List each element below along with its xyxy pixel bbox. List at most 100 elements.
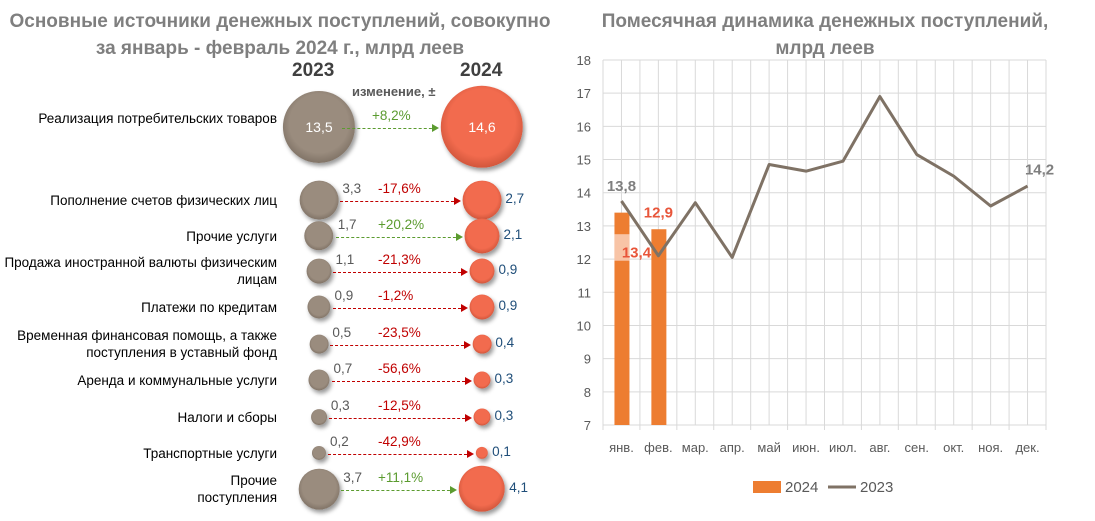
bubble-2024 <box>469 294 495 320</box>
row-label: Пополнение счетов физических лиц <box>50 192 277 208</box>
bubble-2024 <box>464 218 500 254</box>
line-2023 <box>620 95 1029 259</box>
bubble-2024 <box>458 465 506 513</box>
value-2024: 0,9 <box>498 262 518 277</box>
bubble-2024 <box>473 371 491 389</box>
change-arrow <box>340 197 461 205</box>
bubble-2024 <box>440 85 524 169</box>
row-label: Налоги и сборы <box>177 409 277 425</box>
bubble-2023 <box>308 369 330 391</box>
x-tick-label: май <box>757 440 780 455</box>
y-tick-label: 10 <box>577 318 591 333</box>
title-line2: за январь - февраль 2024 г., млрд леев <box>95 38 465 59</box>
change-value: -23,5% <box>378 325 421 340</box>
title-line1: Основные источники денежных поступлений,… <box>9 11 551 32</box>
row-label: Прочие поступления <box>197 473 277 505</box>
row-label: Транспортные услуги <box>143 445 277 461</box>
bar-label-feb: 12,9 <box>644 205 673 222</box>
change-value: +11,1% <box>378 470 424 485</box>
value-2023: 0,3 <box>330 398 350 413</box>
change-value: -42,9% <box>378 434 421 449</box>
y-tick-label: 17 <box>577 86 591 101</box>
value-2023: 0,7 <box>333 361 353 376</box>
x-tick-label: июл. <box>829 440 857 455</box>
change-arrow <box>335 233 463 241</box>
monthly-chart: 7 8 9 10 11 12 13 14 15 16 17 18 янв. фев. мар. апр. май… <box>577 53 1055 496</box>
change-value: -1,2% <box>378 288 414 303</box>
value-2023: 3,3 <box>342 181 362 196</box>
bubble-2023 <box>299 180 339 220</box>
x-tick-label: ноя. <box>978 440 1003 455</box>
bubble-2023 <box>309 334 329 354</box>
y-tick-label: 16 <box>577 119 591 134</box>
value-2024: 0,4 <box>495 335 515 350</box>
row-label: Реализация потребительских товаров <box>38 111 277 126</box>
bar-2024 <box>614 212 630 425</box>
x-tick-label: янв. <box>609 440 634 455</box>
change-arrow <box>333 268 468 276</box>
legend-2023-label: 2023 <box>860 479 893 496</box>
bubble-2023 <box>311 445 327 461</box>
change-value: -12,5% <box>378 398 421 413</box>
change-arrow <box>332 304 468 312</box>
bubble-2024 <box>462 180 502 220</box>
bubble-2024 <box>472 334 492 354</box>
value-2024: 0,3 <box>494 408 514 423</box>
change-arrow <box>330 341 471 349</box>
x-tick-label: мар. <box>682 440 709 455</box>
change-value: -21,3% <box>378 252 421 267</box>
change-arrow <box>328 450 474 458</box>
y-tick-label: 18 <box>577 53 591 68</box>
legend-2024-label: 2024 <box>785 479 818 496</box>
value-2023: 1,7 <box>337 217 357 232</box>
value-2023: 13,5 <box>305 119 333 135</box>
value-2023: 1,1 <box>335 252 355 267</box>
bubble-2023 <box>307 295 331 319</box>
y-tick-label: 9 <box>584 352 591 367</box>
y-tick-label: 14 <box>577 186 591 201</box>
x-tick-label: апр. <box>720 440 745 455</box>
change-arrow <box>342 124 439 132</box>
right-chart-title: Помесячная динамика денежных поступлений… <box>601 11 1049 59</box>
x-tick-label: сен. <box>905 440 930 455</box>
row-label: Аренда и коммунальные услуги <box>77 372 277 388</box>
row-label: Временная финансовая помощь, а также пос… <box>17 328 277 360</box>
y-tick-label: 12 <box>577 252 591 267</box>
y-tick-label: 7 <box>584 418 591 433</box>
value-2024: 0,3 <box>494 371 514 386</box>
value-2023: 0,2 <box>330 434 349 449</box>
bubble-2024 <box>475 446 489 460</box>
value-2024: 0,1 <box>492 444 511 459</box>
value-2023: 3,7 <box>343 470 363 485</box>
bubble-2023 <box>311 409 327 425</box>
bubble-2023 <box>306 258 332 284</box>
x-tick-label: дек. <box>1015 440 1039 455</box>
change-arrow <box>341 486 458 494</box>
change-header: изменение, ± <box>352 84 436 99</box>
value-2024: 0,9 <box>498 298 518 313</box>
label-bg <box>614 234 630 261</box>
x-tick-label: окт. <box>943 440 964 455</box>
left-chart-title: Основные источники денежных поступлений,… <box>0 8 560 62</box>
bubble-2023 <box>298 468 340 510</box>
value-2023: 0,9 <box>334 288 354 303</box>
change-value: +8,2% <box>372 108 411 123</box>
x-tick-label: июн. <box>792 440 820 455</box>
x-tick-label: авг. <box>869 440 890 455</box>
value-2024: 2,1 <box>503 227 523 242</box>
y-tick-label: 13 <box>577 219 591 234</box>
legend-2024-swatch <box>753 481 781 493</box>
line-label-dec: 14,2 <box>1025 161 1054 178</box>
line-label-jan: 13,8 <box>607 178 636 195</box>
y-tick-label: 15 <box>577 153 591 168</box>
value-2024: 14,6 <box>468 119 496 135</box>
change-value: +20,2% <box>378 217 425 232</box>
row-label: Прочие услуги <box>186 228 277 244</box>
row-label: Платежи по кредитам <box>141 299 277 315</box>
year-2024-header: 2024 <box>460 60 503 81</box>
value-2023: 0,5 <box>332 325 352 340</box>
change-value: -56,6% <box>378 361 421 376</box>
bar-2024 <box>651 229 667 425</box>
value-2024: 4,1 <box>509 480 529 495</box>
y-tick-label: 8 <box>584 385 591 400</box>
